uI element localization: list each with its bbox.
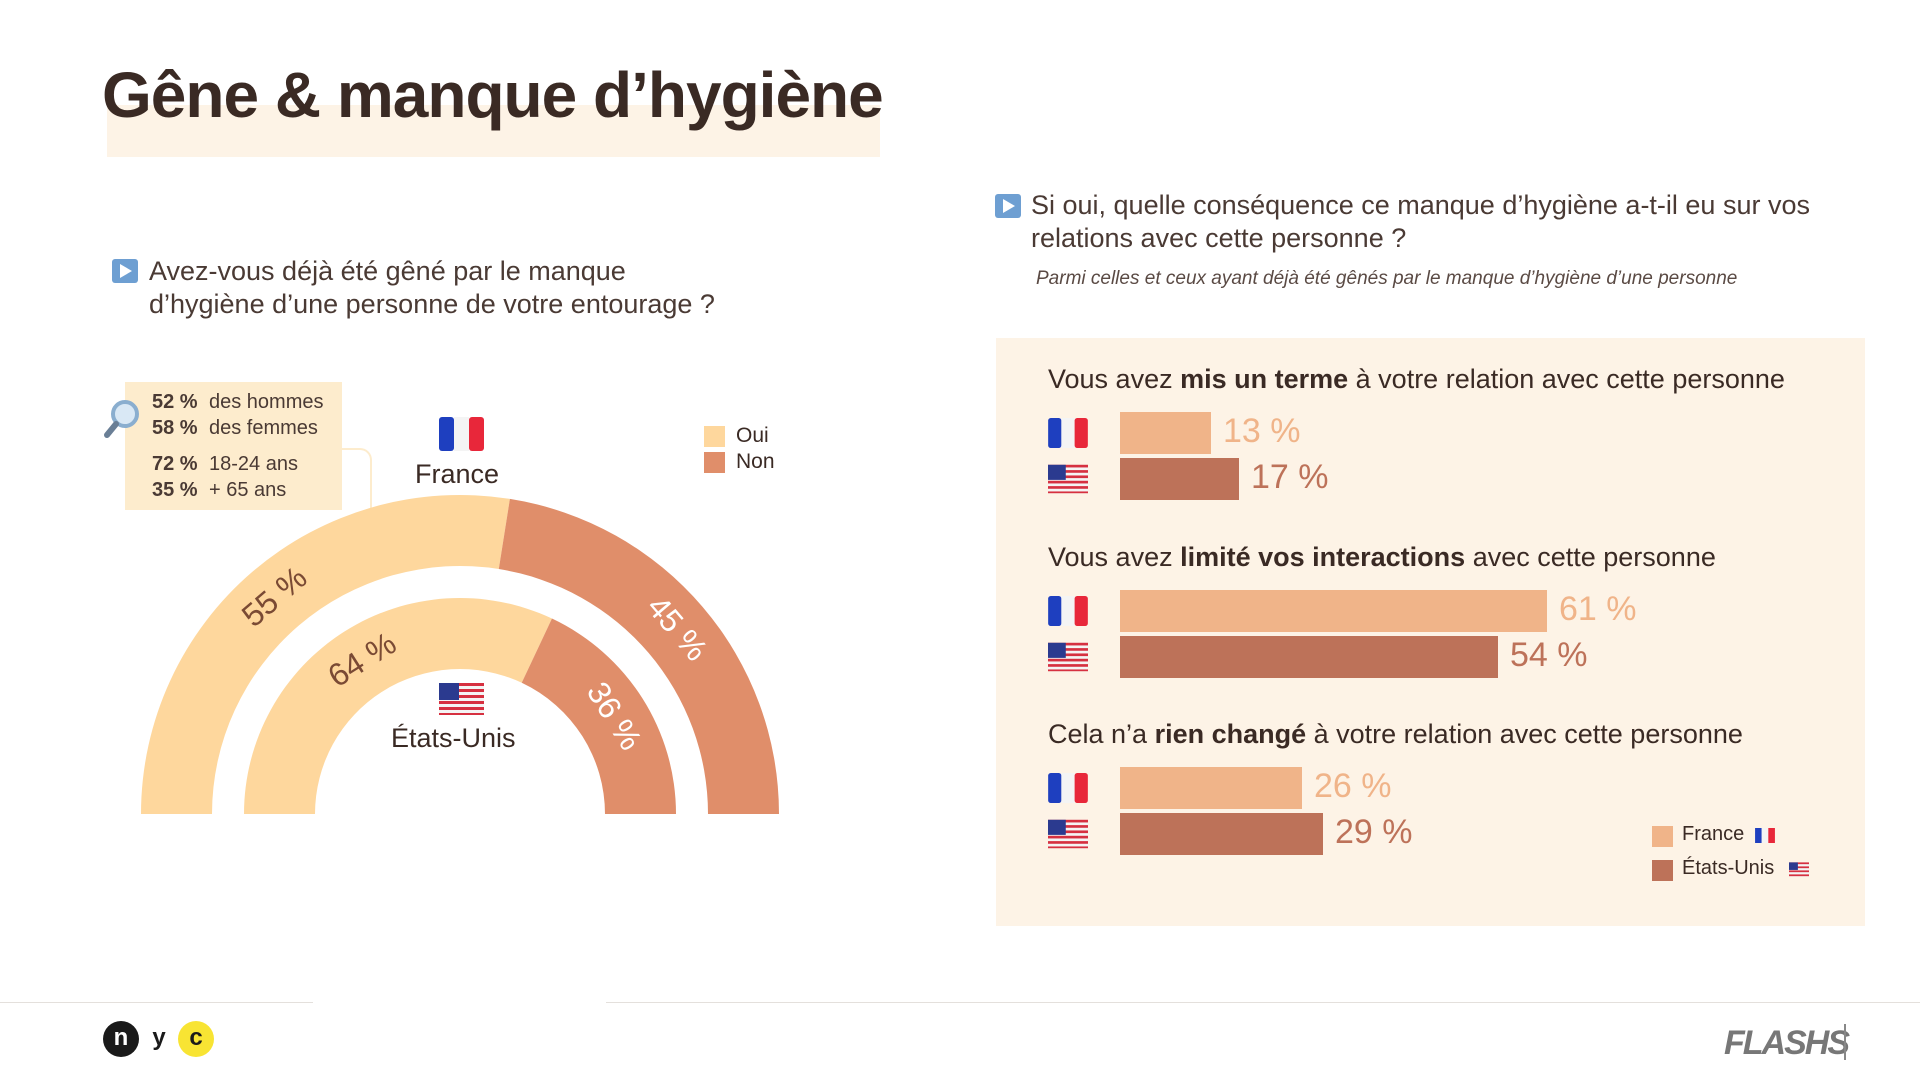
left-question-line1: Avez-vous déjà été gêné par le manque <box>149 256 626 286</box>
donut-inner-label: États-Unis <box>391 723 516 753</box>
bar-usa <box>1120 813 1323 855</box>
france-flag-icon <box>1048 773 1088 808</box>
right-question-line1: Si oui, quelle conséquence ce manque d’h… <box>1031 190 1810 220</box>
callout-label: 18-24 ans <box>209 453 298 475</box>
right-subnote: Parmi celles et ceux ayant déjà été gêné… <box>1036 268 1738 289</box>
legend-label-usa: États-Unis <box>1682 857 1775 879</box>
legend-swatch-non <box>704 452 725 473</box>
donut-slice-france-non <box>498 498 779 814</box>
usa-flag-icon <box>1048 464 1088 499</box>
bar-usa <box>1120 636 1498 678</box>
france-flag-icon <box>1048 418 1088 453</box>
page-title: Gêne & manque d’hygiène <box>102 59 884 131</box>
usa-flag-icon <box>1789 862 1809 877</box>
bar-value-label: 26 % <box>1314 767 1392 805</box>
callout-line: 52 % des hommes <box>152 391 324 414</box>
play-icon <box>112 259 138 283</box>
legend-label-oui: Oui <box>736 424 769 447</box>
bar-value-label: 61 % <box>1559 590 1637 628</box>
category-label: Vous avez mis un terme à votre relation … <box>1048 364 1785 394</box>
bar-value-label: 17 % <box>1251 458 1329 496</box>
left-question: Avez-vous déjà été gêné par le manque d’… <box>149 255 715 321</box>
legend-swatch-usa <box>1652 860 1673 881</box>
logo-letter: y <box>141 1021 177 1057</box>
callout-label: + 65 ans <box>209 479 287 501</box>
legend-label-france: France <box>1682 823 1745 845</box>
legend-swatch-oui <box>704 426 725 447</box>
logo-letter: c <box>178 1021 214 1057</box>
callout-connector <box>342 448 372 510</box>
france-flag-icon <box>1755 828 1775 843</box>
donut-outer-label: France <box>415 459 500 489</box>
callout-value: 58 % <box>152 417 198 439</box>
callout-line: 35 % + 65 ans <box>152 479 286 502</box>
half-donut-chart: 55 % 45 %64 %36 % <box>141 495 779 814</box>
category-label: Vous avez limité vos interactions avec c… <box>1048 542 1716 572</box>
bar-france <box>1120 767 1302 809</box>
brand-logo: FLASHS <box>1724 1024 1850 1062</box>
bar-usa <box>1120 458 1239 500</box>
bar-value-label: 13 % <box>1223 412 1301 450</box>
callout-line: 58 % des femmes <box>152 417 318 440</box>
callout-value: 72 % <box>152 453 198 475</box>
demographic-callout <box>125 382 342 510</box>
play-icon <box>995 194 1021 218</box>
callout-value: 52 % <box>152 391 198 413</box>
bar-value-label: 29 % <box>1335 813 1413 851</box>
logo-letter: n <box>103 1021 139 1057</box>
right-question: Si oui, quelle conséquence ce manque d’h… <box>1031 189 1810 255</box>
footer-divider <box>606 1002 1920 1003</box>
callout-label: des femmes <box>209 417 318 439</box>
donut-slice-usa-oui <box>244 597 552 814</box>
usa-flag-icon <box>1048 819 1088 854</box>
footer-separator <box>1844 1024 1846 1060</box>
callout-value: 35 % <box>152 479 198 501</box>
category-label: Cela n’a rien changé à votre relation av… <box>1048 719 1743 749</box>
magnifier-icon <box>104 400 139 438</box>
usa-flag-icon <box>1048 642 1088 677</box>
footer-divider <box>0 1002 313 1003</box>
france-flag-icon <box>1048 596 1088 631</box>
left-question-line2: d’hygiène d’une personne de votre entour… <box>149 289 715 319</box>
donut-slice-usa-non <box>521 618 676 814</box>
legend-label-non: Non <box>736 450 775 473</box>
callout-line: 72 % 18-24 ans <box>152 453 298 476</box>
callout-label: des hommes <box>209 391 324 413</box>
bar-france <box>1120 412 1211 454</box>
title-highlight <box>107 105 880 157</box>
legend-swatch-france <box>1652 826 1673 847</box>
donut-slice-france-oui <box>141 495 510 814</box>
right-question-line2: relations avec cette personne ? <box>1031 223 1407 253</box>
bar-value-label: 54 % <box>1510 636 1588 674</box>
usa-flag-icon <box>439 683 484 715</box>
france-flag-icon <box>439 417 484 451</box>
bar-france <box>1120 590 1547 632</box>
